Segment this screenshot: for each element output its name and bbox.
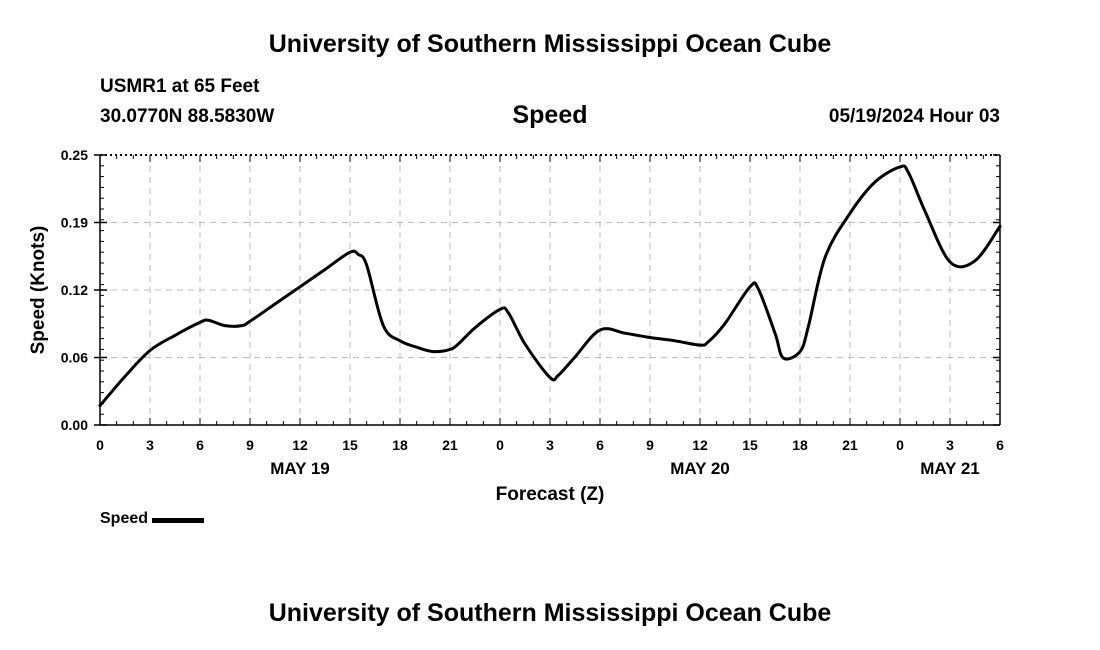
x-tick-label: 6 (196, 437, 204, 453)
x-tick-label: 0 (96, 437, 104, 453)
x-tick-label: 9 (246, 437, 254, 453)
page-title: University of Southern Mississippi Ocean… (268, 30, 832, 58)
date-label: MAY 19 (270, 459, 330, 478)
footer-title: University of Southern Mississippi Ocean… (268, 599, 832, 627)
x-tick-label: 3 (946, 437, 954, 453)
station-label: USMR1 at 65 Feet (100, 76, 260, 97)
x-tick-label: 6 (996, 437, 1004, 453)
date-label: MAY 20 (670, 459, 730, 478)
y-tick-label: 0.12 (61, 282, 88, 298)
date-label: MAY 21 (920, 459, 980, 478)
x-tick-label: 3 (146, 437, 154, 453)
legend-label: Speed (100, 510, 149, 527)
x-tick-label: 12 (292, 437, 308, 453)
x-tick-label: 21 (842, 437, 858, 453)
station-coordinates: 30.0770N 88.5830W (100, 106, 275, 127)
y-tick-label: 0.19 (61, 215, 88, 231)
x-tick-label: 15 (742, 437, 758, 453)
y-tick-label: 0.06 (61, 350, 88, 366)
x-tick-label: 6 (596, 437, 604, 453)
forecast-date: 05/19/2024 Hour 03 (828, 106, 1000, 127)
x-tick-label: 18 (392, 437, 408, 453)
x-axis-title: Forecast (Z) (496, 484, 605, 505)
x-tick-label: 0 (496, 437, 504, 453)
speed-series-line (98, 164, 1002, 408)
legend-line-swatch (152, 517, 205, 523)
chart-title: Speed (512, 101, 588, 129)
x-tick-label: 0 (896, 437, 904, 453)
x-tick-label: 21 (442, 437, 458, 453)
x-tick-label: 15 (342, 437, 358, 453)
x-tick-label: 12 (692, 437, 708, 453)
y-tick-label: 0.00 (61, 417, 88, 433)
x-tick-label: 3 (546, 437, 554, 453)
x-tick-label: 18 (792, 437, 808, 453)
y-axis-title: Speed (Knots) (28, 226, 49, 355)
y-tick-label: 0.25 (61, 147, 88, 163)
x-tick-label: 9 (646, 437, 654, 453)
legend: Speed (100, 510, 205, 528)
